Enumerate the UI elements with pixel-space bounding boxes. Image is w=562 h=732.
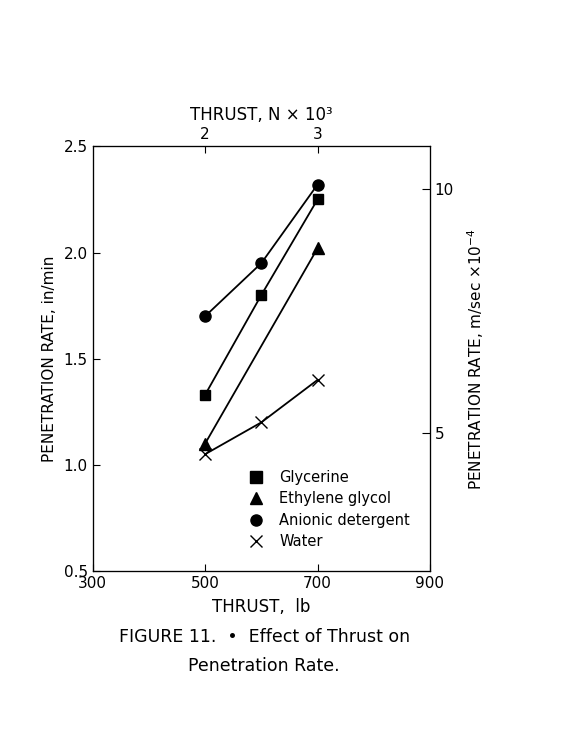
Ethylene glycol bbox=[314, 244, 321, 253]
Glycerine bbox=[314, 195, 321, 204]
Line: Glycerine: Glycerine bbox=[200, 195, 323, 400]
X-axis label: THRUST,  lb: THRUST, lb bbox=[212, 598, 311, 616]
Text: Penetration Rate.: Penetration Rate. bbox=[188, 657, 340, 675]
Glycerine bbox=[258, 291, 265, 299]
Y-axis label: PENETRATION RATE, m/sec ×10$^{-4}$: PENETRATION RATE, m/sec ×10$^{-4}$ bbox=[465, 228, 486, 490]
Line: Water: Water bbox=[199, 373, 324, 460]
Line: Ethylene glycol: Ethylene glycol bbox=[200, 243, 323, 449]
Anionic detergent bbox=[202, 312, 209, 321]
Ethylene glycol bbox=[202, 439, 209, 448]
Water bbox=[258, 418, 265, 427]
Anionic detergent bbox=[258, 259, 265, 268]
Water bbox=[202, 449, 209, 458]
Water bbox=[314, 376, 321, 384]
Legend: Glycerine, Ethylene glycol, Anionic detergent, Water: Glycerine, Ethylene glycol, Anionic dete… bbox=[235, 464, 416, 555]
Text: FIGURE 11.  •  Effect of Thrust on: FIGURE 11. • Effect of Thrust on bbox=[119, 628, 410, 646]
X-axis label: THRUST, N × 10³: THRUST, N × 10³ bbox=[190, 105, 333, 124]
Line: Anionic detergent: Anionic detergent bbox=[200, 179, 323, 322]
Anionic detergent bbox=[314, 180, 321, 189]
Glycerine bbox=[202, 390, 209, 399]
Y-axis label: PENETRATION RATE, in/min: PENETRATION RATE, in/min bbox=[42, 255, 57, 462]
